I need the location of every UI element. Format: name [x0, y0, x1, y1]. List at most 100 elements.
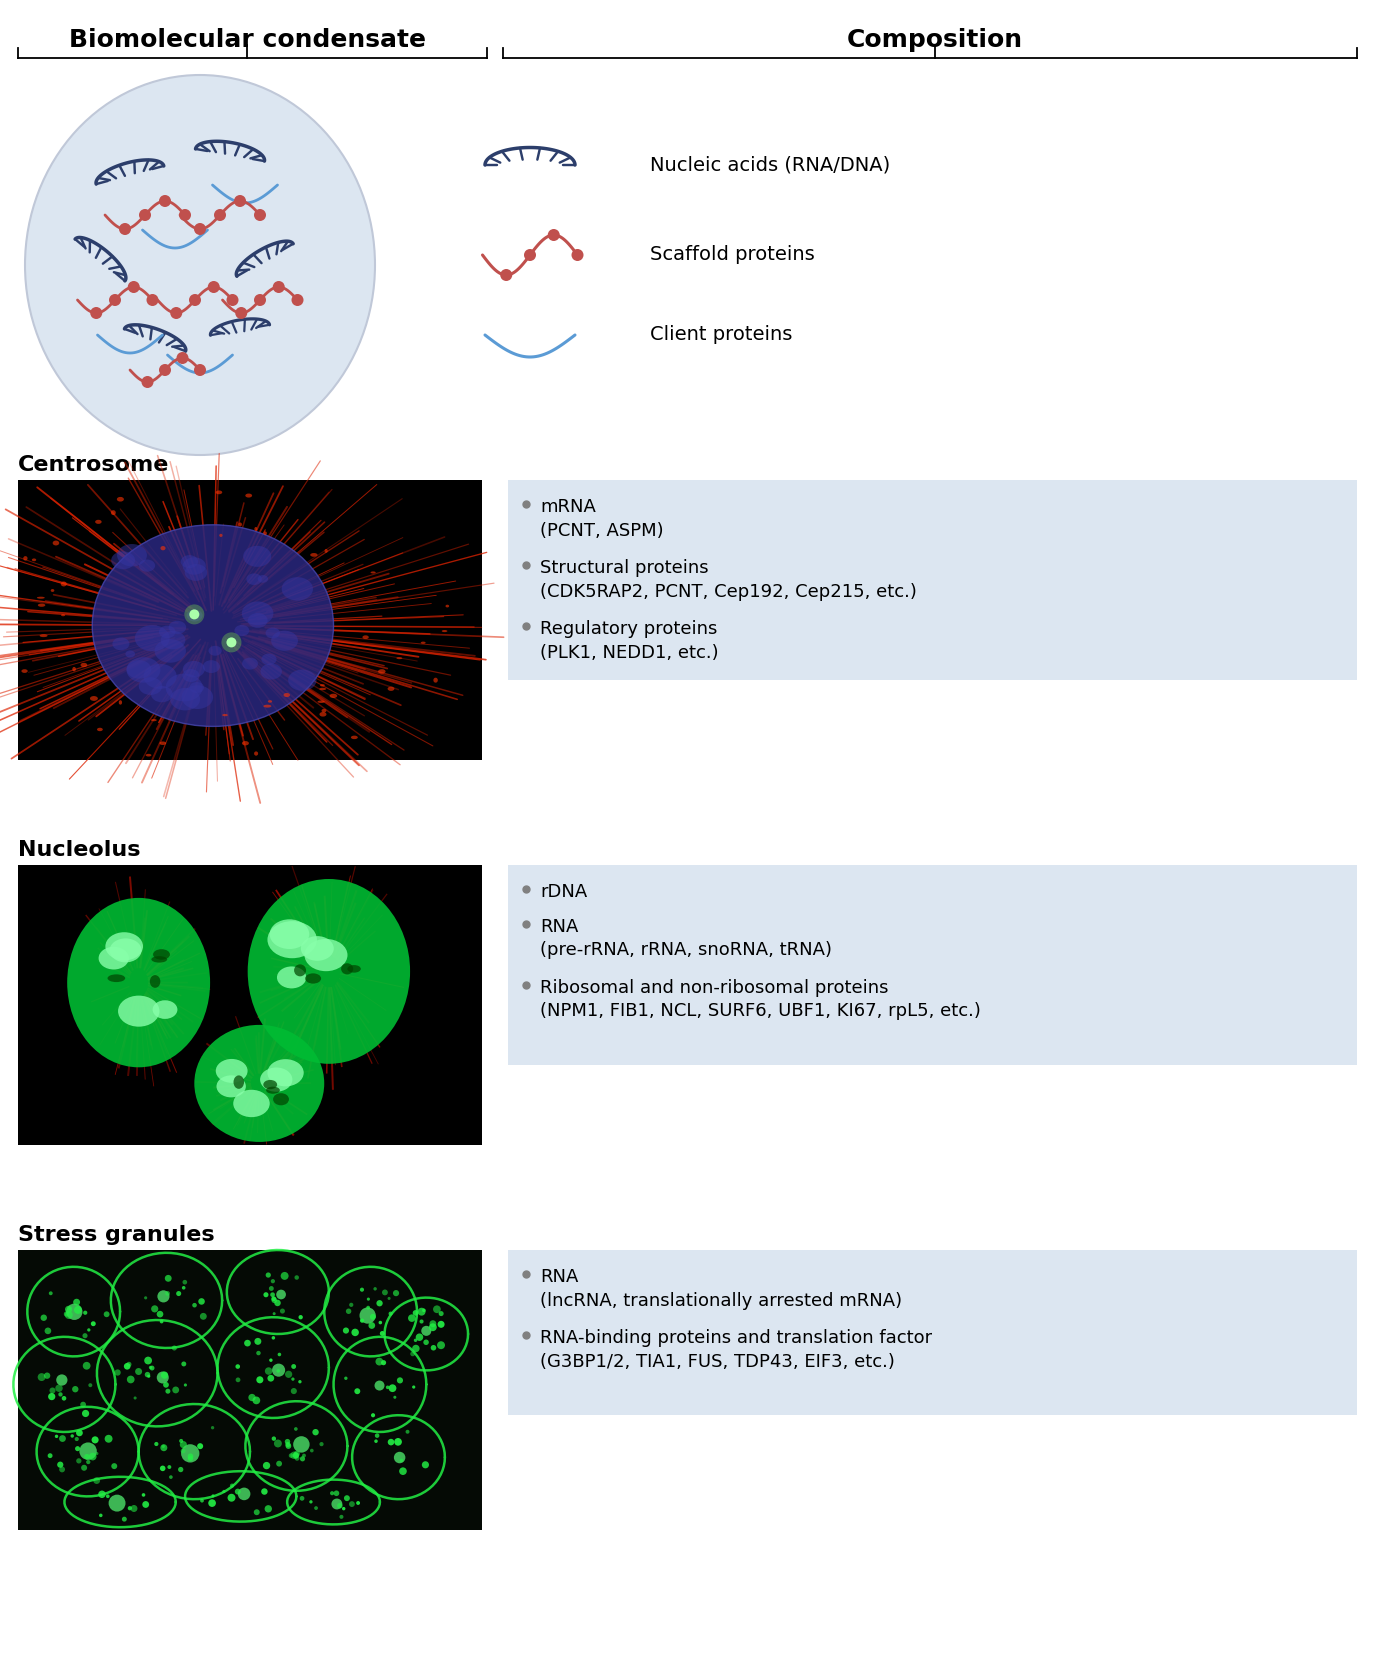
Circle shape: [393, 1289, 399, 1296]
FancyBboxPatch shape: [507, 1250, 1357, 1415]
Circle shape: [194, 223, 206, 235]
Circle shape: [73, 1299, 80, 1306]
Circle shape: [81, 1465, 87, 1471]
Circle shape: [91, 307, 102, 319]
Ellipse shape: [271, 631, 298, 651]
Circle shape: [309, 1501, 312, 1504]
Circle shape: [399, 1468, 407, 1474]
Text: RNA
(pre-rRNA, rRNA, snoRNA, tRNA): RNA (pre-rRNA, rRNA, snoRNA, tRNA): [540, 917, 832, 959]
Circle shape: [223, 1489, 226, 1493]
Ellipse shape: [294, 964, 307, 977]
Circle shape: [176, 1291, 182, 1296]
Circle shape: [194, 364, 206, 375]
Circle shape: [131, 1504, 138, 1512]
Ellipse shape: [183, 557, 206, 575]
Circle shape: [168, 1465, 172, 1470]
Ellipse shape: [318, 701, 324, 703]
Circle shape: [312, 1428, 319, 1435]
Circle shape: [293, 1436, 309, 1453]
Circle shape: [280, 1309, 285, 1314]
Circle shape: [271, 1296, 276, 1301]
Ellipse shape: [146, 754, 151, 757]
FancyBboxPatch shape: [18, 865, 483, 1146]
Ellipse shape: [264, 704, 271, 707]
Circle shape: [412, 1311, 418, 1316]
Circle shape: [82, 1410, 89, 1417]
Ellipse shape: [254, 527, 257, 531]
Circle shape: [208, 281, 220, 293]
Ellipse shape: [118, 701, 122, 704]
Ellipse shape: [118, 995, 160, 1027]
FancyBboxPatch shape: [507, 479, 1357, 679]
Ellipse shape: [182, 686, 213, 709]
Ellipse shape: [194, 1025, 324, 1142]
Ellipse shape: [246, 574, 261, 585]
Circle shape: [120, 223, 131, 235]
Ellipse shape: [143, 665, 177, 689]
Circle shape: [280, 1271, 289, 1279]
Circle shape: [342, 1327, 349, 1334]
Circle shape: [41, 1314, 47, 1321]
Circle shape: [374, 1380, 385, 1390]
Ellipse shape: [151, 686, 173, 703]
Circle shape: [55, 1435, 58, 1438]
Circle shape: [386, 1385, 389, 1389]
Circle shape: [294, 1427, 297, 1431]
Ellipse shape: [73, 666, 76, 671]
Circle shape: [429, 1324, 437, 1331]
Ellipse shape: [260, 1068, 293, 1091]
Circle shape: [63, 1311, 69, 1317]
Ellipse shape: [98, 727, 103, 731]
Circle shape: [37, 1374, 45, 1380]
Ellipse shape: [22, 669, 28, 673]
Circle shape: [65, 1306, 73, 1312]
Circle shape: [547, 230, 560, 241]
Circle shape: [412, 1385, 415, 1389]
Ellipse shape: [110, 939, 142, 962]
Circle shape: [319, 1441, 323, 1446]
Ellipse shape: [289, 669, 316, 691]
Circle shape: [184, 1384, 187, 1387]
Circle shape: [139, 208, 151, 222]
Circle shape: [180, 1441, 187, 1448]
Circle shape: [500, 269, 513, 281]
Circle shape: [82, 1311, 88, 1314]
Circle shape: [309, 1448, 314, 1453]
Circle shape: [367, 1298, 370, 1301]
Circle shape: [76, 1446, 80, 1451]
Circle shape: [182, 1445, 199, 1463]
Circle shape: [298, 1380, 301, 1384]
Circle shape: [276, 1289, 286, 1299]
Circle shape: [264, 1293, 268, 1298]
Ellipse shape: [187, 610, 202, 622]
Circle shape: [177, 1466, 183, 1473]
Ellipse shape: [216, 1060, 248, 1083]
Ellipse shape: [223, 714, 228, 716]
Circle shape: [267, 1375, 274, 1382]
Circle shape: [397, 1377, 403, 1384]
Circle shape: [151, 1306, 158, 1312]
FancyBboxPatch shape: [18, 1250, 483, 1531]
Ellipse shape: [264, 531, 267, 536]
Ellipse shape: [242, 741, 249, 746]
Circle shape: [346, 1309, 352, 1314]
Circle shape: [270, 1359, 272, 1362]
Circle shape: [272, 1312, 275, 1316]
Circle shape: [82, 1362, 91, 1370]
Ellipse shape: [161, 631, 186, 650]
Circle shape: [91, 1321, 96, 1326]
Ellipse shape: [263, 1079, 278, 1089]
Circle shape: [165, 1291, 170, 1296]
Ellipse shape: [135, 625, 169, 651]
Text: Client proteins: Client proteins: [650, 326, 792, 344]
Circle shape: [272, 1364, 285, 1377]
Circle shape: [389, 1311, 393, 1316]
Ellipse shape: [216, 1076, 246, 1098]
Circle shape: [89, 1453, 96, 1460]
Ellipse shape: [40, 635, 48, 636]
Circle shape: [378, 1321, 382, 1324]
Ellipse shape: [38, 603, 45, 607]
Circle shape: [99, 1514, 103, 1517]
Ellipse shape: [150, 975, 161, 988]
Ellipse shape: [154, 640, 186, 663]
